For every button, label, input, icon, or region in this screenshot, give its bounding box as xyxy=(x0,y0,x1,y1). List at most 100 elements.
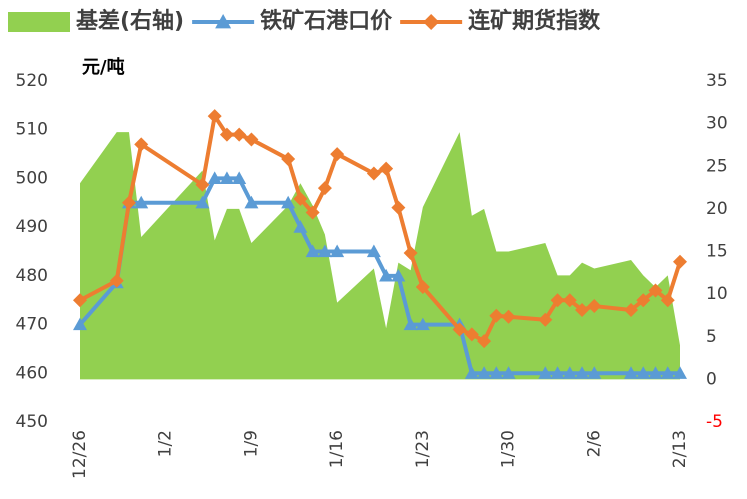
x-tick-label: 12/26 xyxy=(70,430,90,479)
marker xyxy=(232,171,247,185)
marker xyxy=(660,293,675,308)
marker xyxy=(219,171,234,185)
marker xyxy=(673,366,687,379)
marker xyxy=(121,195,136,210)
marker xyxy=(134,137,149,152)
marker xyxy=(624,302,639,317)
y2-tick-label: 30 xyxy=(706,114,728,134)
marker xyxy=(550,293,565,308)
marker xyxy=(195,195,210,209)
x-tick-label: 1/30 xyxy=(499,430,519,468)
marker xyxy=(391,268,406,282)
marker xyxy=(562,293,577,308)
legend-swatch xyxy=(8,12,70,32)
y-tick-label: 470 xyxy=(16,315,48,335)
y2-tick-label: -5 xyxy=(706,412,723,432)
marker xyxy=(281,195,296,209)
marker xyxy=(366,244,381,258)
y-axis-label: 元/吨 xyxy=(82,56,125,78)
marker xyxy=(538,312,553,327)
x-tick-label: 2/6 xyxy=(584,430,604,457)
marker xyxy=(232,127,247,142)
marker xyxy=(477,366,492,379)
marker xyxy=(244,195,259,209)
y2-tick-label: 10 xyxy=(706,284,728,304)
marker xyxy=(109,273,124,288)
legend-label: 连矿期货指数 xyxy=(468,8,601,34)
legend-marker xyxy=(423,14,440,30)
marker xyxy=(391,200,406,215)
y2-tick-label: 5 xyxy=(706,327,717,347)
line xyxy=(79,114,682,344)
marker xyxy=(648,283,663,298)
marker xyxy=(660,366,675,379)
marker xyxy=(330,244,345,258)
marker xyxy=(575,302,590,317)
marker xyxy=(673,254,687,269)
marker xyxy=(464,366,479,379)
marker xyxy=(501,366,516,379)
marker xyxy=(317,181,332,196)
marker xyxy=(293,220,308,233)
marker xyxy=(464,327,479,342)
y-tick-label: 510 xyxy=(16,120,48,140)
marker xyxy=(489,366,504,379)
marker xyxy=(415,280,430,295)
marker xyxy=(281,151,296,166)
marker xyxy=(207,109,222,124)
marker xyxy=(379,161,394,176)
marker xyxy=(550,366,565,379)
marker xyxy=(575,366,590,379)
marker xyxy=(501,309,516,324)
y2-tick-label: 35 xyxy=(706,71,728,91)
marker xyxy=(489,308,504,323)
marker xyxy=(648,366,663,379)
legend-marker xyxy=(215,14,232,29)
legend-label: 基差(右轴) xyxy=(76,8,184,34)
marker xyxy=(379,268,394,282)
marker xyxy=(317,244,332,258)
y-tick-label: 480 xyxy=(16,266,48,286)
marker xyxy=(587,366,602,379)
marker xyxy=(624,366,639,379)
y2-tick-label: 15 xyxy=(706,242,728,262)
marker xyxy=(452,322,467,337)
marker xyxy=(403,245,418,260)
marker xyxy=(305,244,320,258)
y-tick-label: 490 xyxy=(16,217,48,237)
x-tick-label: 1/2 xyxy=(156,430,176,457)
marker xyxy=(415,317,430,331)
marker xyxy=(538,366,553,379)
marker xyxy=(73,293,87,308)
x-tick-label: 1/16 xyxy=(327,430,347,468)
marker xyxy=(219,127,234,142)
marker xyxy=(330,147,345,162)
marker xyxy=(477,334,492,349)
marker xyxy=(244,132,259,147)
marker xyxy=(587,299,602,314)
line xyxy=(78,176,680,376)
legend-label: 铁矿石港口价 xyxy=(260,8,393,34)
y2-tick-label: 20 xyxy=(706,199,728,219)
y2-tick-label: 0 xyxy=(706,369,717,389)
y-tick-label: 460 xyxy=(16,363,48,383)
marker xyxy=(366,166,381,181)
marker xyxy=(305,205,320,220)
marker xyxy=(403,317,418,331)
y2-tick-label: 25 xyxy=(706,156,728,176)
marker xyxy=(293,191,308,206)
marker xyxy=(207,171,222,185)
x-tick-label: 1/23 xyxy=(413,430,433,468)
marker xyxy=(195,177,210,192)
y-tick-label: 500 xyxy=(16,168,48,188)
marker xyxy=(636,366,651,379)
x-tick-label: 2/13 xyxy=(670,430,690,468)
y-tick-label: 450 xyxy=(16,412,48,432)
marker xyxy=(134,195,149,209)
marker xyxy=(562,366,577,379)
x-tick-label: 1/9 xyxy=(241,430,261,457)
marker xyxy=(73,317,87,331)
y-tick-label: 520 xyxy=(16,71,48,91)
marker xyxy=(636,293,651,308)
